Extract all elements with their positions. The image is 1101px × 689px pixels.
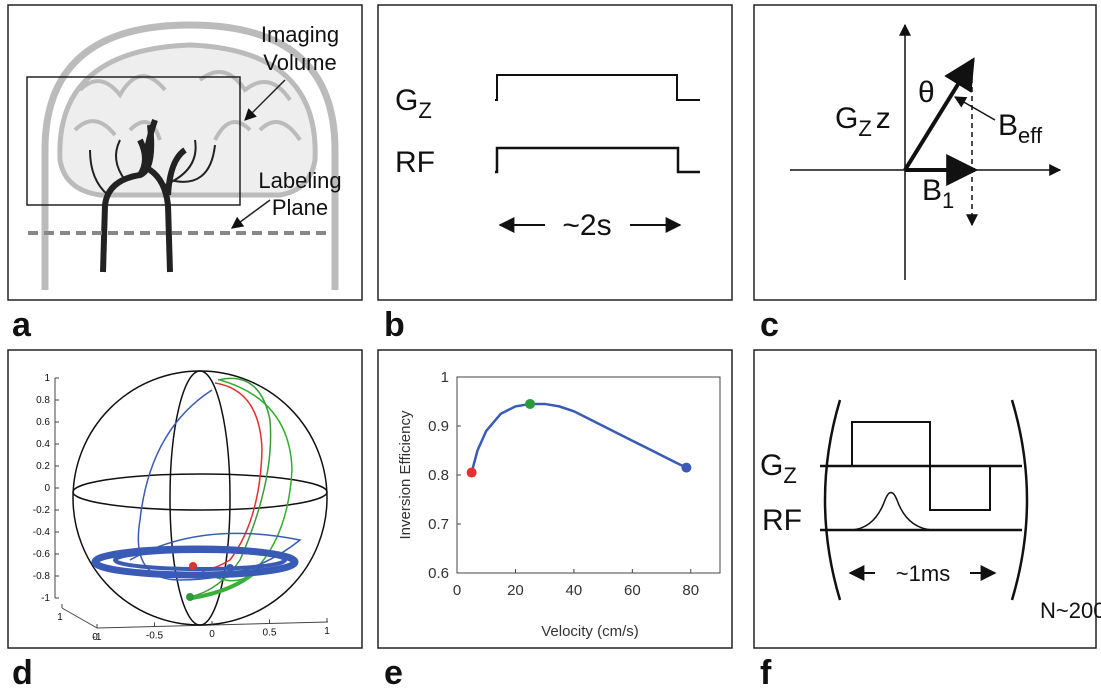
y-tick-label: 0.6 bbox=[428, 565, 449, 582]
z-tick-label: 0.2 bbox=[36, 461, 50, 472]
label-main: B bbox=[922, 174, 942, 207]
panel-letter: a bbox=[12, 306, 32, 344]
y-tick-label: 0.9 bbox=[428, 418, 449, 435]
label: Volume bbox=[263, 50, 336, 75]
pointer bbox=[953, 96, 996, 121]
label: B1 bbox=[922, 174, 954, 213]
label: Imaging bbox=[261, 22, 339, 47]
pointer bbox=[244, 79, 286, 121]
label: Labeling bbox=[258, 168, 341, 193]
panel-letter: e bbox=[384, 654, 403, 689]
label: GZ z bbox=[835, 102, 891, 141]
y-tick-label: 0.7 bbox=[428, 516, 449, 533]
panel-frame bbox=[7, 349, 363, 649]
label-sub: eff bbox=[1018, 123, 1043, 148]
label: ~2s bbox=[562, 209, 611, 242]
label-sub: Z bbox=[783, 463, 796, 488]
z-tick-label: -0.8 bbox=[33, 571, 51, 582]
panel-frame bbox=[377, 4, 733, 301]
z-tick-label: 1 bbox=[44, 373, 50, 384]
x-axis-label: Velocity (cm/s) bbox=[541, 623, 639, 640]
x-tick-label: -1 bbox=[93, 632, 102, 643]
z-tick-label: 0.6 bbox=[36, 417, 50, 428]
pointer bbox=[231, 199, 271, 229]
label: θ bbox=[918, 76, 935, 109]
label: N~2000 bbox=[1040, 598, 1101, 623]
label: RF bbox=[395, 146, 435, 179]
z-tick-label: 0 bbox=[44, 483, 50, 494]
label-sub: 1 bbox=[942, 188, 954, 213]
label-main: G bbox=[395, 84, 418, 117]
depth-tick-label: 1 bbox=[57, 612, 63, 623]
label: GZ bbox=[395, 84, 432, 123]
x-tick-label: -0.5 bbox=[146, 631, 164, 642]
y-tick-label: 1 bbox=[441, 369, 449, 386]
x-tick-label: 0 bbox=[453, 582, 461, 599]
x-tick-label: 0.5 bbox=[263, 628, 277, 639]
bracket bbox=[1010, 399, 1029, 601]
rf-pulse bbox=[495, 146, 700, 174]
z-tick-label: -0.4 bbox=[33, 527, 51, 538]
panel-letter: b bbox=[384, 306, 405, 344]
rf-pulse bbox=[851, 491, 933, 531]
imaging-volume-box bbox=[26, 76, 241, 206]
marker bbox=[681, 462, 692, 473]
label: Plane bbox=[272, 195, 328, 220]
label: GZ bbox=[760, 449, 797, 488]
label-main: G bbox=[760, 449, 783, 482]
beff-vector bbox=[903, 57, 975, 172]
label: Beff bbox=[998, 109, 1043, 148]
z-tick-label: 0.4 bbox=[36, 439, 50, 450]
x-tick-label: 1 bbox=[324, 626, 330, 637]
x-tick-label: 0 bbox=[209, 629, 215, 640]
label-sub: Z bbox=[858, 116, 871, 141]
sphere-plot bbox=[54, 370, 329, 629]
x-tick-label: 40 bbox=[566, 582, 583, 599]
gradient-pulse bbox=[495, 74, 700, 101]
panel-frame bbox=[753, 349, 1097, 649]
x-tick-label: 20 bbox=[507, 582, 524, 599]
z-tick-label: -0.2 bbox=[33, 505, 51, 516]
y-axis-label: Inversion Efficiency bbox=[397, 410, 414, 539]
brain-drawing bbox=[41, 21, 339, 290]
z-tick-label: -1 bbox=[41, 593, 50, 604]
depth-tick-label: 0 bbox=[92, 632, 98, 643]
marker bbox=[525, 398, 536, 409]
x-tick-label: 80 bbox=[682, 582, 699, 599]
label-main: G bbox=[835, 102, 858, 135]
y-tick-label: 0.8 bbox=[428, 467, 449, 484]
panel-letter: f bbox=[760, 654, 772, 689]
label-tail: z bbox=[876, 102, 891, 135]
panel-letter: c bbox=[760, 306, 779, 344]
label: ~1ms bbox=[896, 561, 950, 586]
marker bbox=[466, 467, 477, 478]
label-main: B bbox=[998, 109, 1018, 142]
label-sub: Z bbox=[418, 98, 431, 123]
panel-frame bbox=[753, 4, 1097, 301]
bracket bbox=[823, 399, 842, 601]
z-tick-label: -0.6 bbox=[33, 549, 51, 560]
panel-letter: d bbox=[12, 654, 33, 689]
panel-frame bbox=[377, 349, 733, 649]
z-tick-label: 0.8 bbox=[36, 395, 50, 406]
panel-frame bbox=[7, 4, 363, 301]
line-series bbox=[470, 402, 687, 473]
plot-frame bbox=[456, 376, 721, 574]
label: RF bbox=[762, 504, 802, 537]
x-tick-label: 60 bbox=[624, 582, 641, 599]
